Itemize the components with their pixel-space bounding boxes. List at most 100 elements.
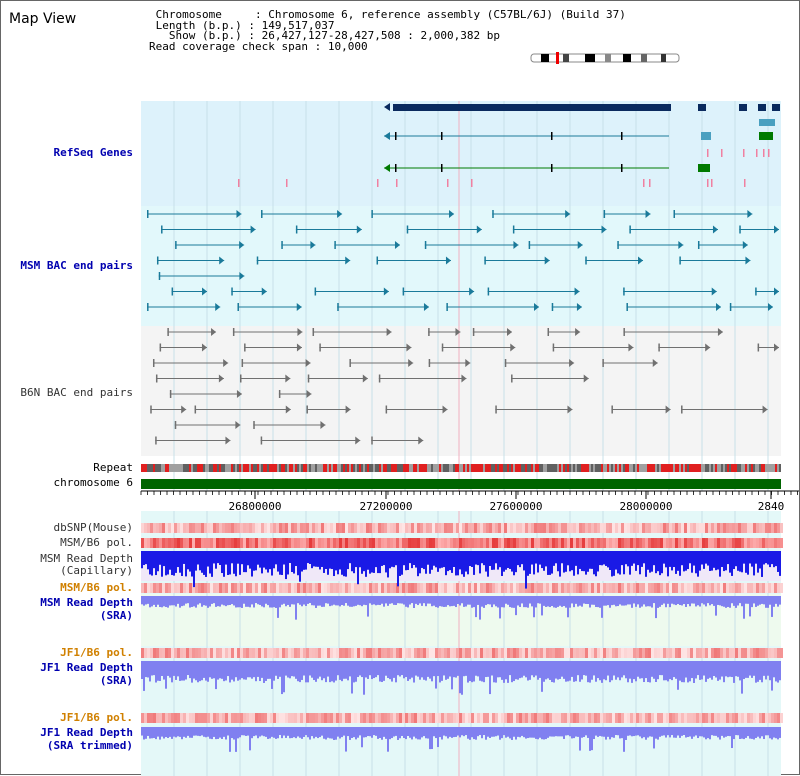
msm-b6-pol-density: [390, 538, 393, 548]
jf1-sra-depth-bar: [443, 661, 445, 676]
jf1-trimmed-depth-bar: [173, 727, 175, 737]
msm-b6-pol-density: [582, 583, 585, 593]
jf1-sra-depth-bar: [605, 661, 607, 681]
repeat-mark: [457, 464, 459, 472]
msm-sra-depth-bar: [397, 596, 399, 604]
msm-b6-pol-density: [411, 583, 414, 593]
repeat-mark: [195, 464, 197, 472]
repeat-mark: [199, 464, 201, 472]
msm-bac-pair-end: [261, 210, 263, 218]
snp-mark: [707, 149, 709, 157]
jf1-b6-pol-density: [189, 648, 192, 658]
repeat-mark: [657, 464, 659, 472]
jf1-trimmed-depth-bar: [749, 727, 751, 739]
msm-b6-pol-density: [741, 583, 744, 593]
jf1-trimmed-depth-bar: [541, 727, 543, 740]
jf1-sra-depth-bar: [721, 661, 723, 677]
msm-b6-pol-density: [759, 538, 762, 548]
jf1-sra-depth-bar: [389, 661, 391, 680]
msm-sra-depth-bar: [435, 596, 437, 608]
msm-b6-pol-density: [426, 583, 429, 593]
jf1-sra-depth-bar: [633, 661, 635, 680]
repeat-mark: [683, 464, 685, 472]
jf1-read-depth-trimmed-label[interactable]: JF1 Read Depth: [40, 726, 133, 739]
jf1-sra-depth-bar: [573, 661, 575, 682]
jf1-b6-pol-density: [426, 713, 429, 723]
msm-b6-pol-density: [744, 583, 747, 593]
dbsnp-density: [579, 523, 582, 533]
msm-bac-end-pairs-label[interactable]: MSM BAC end pairs: [20, 259, 133, 272]
jf1-b6-pol-density: [618, 648, 621, 658]
msm-b6-pol-density: [456, 583, 459, 593]
msm-b6-pol-density: [204, 583, 207, 593]
msm-b6-pol-label-1[interactable]: MSM/B6 pol.: [60, 536, 133, 549]
jf1-b6-pol-density: [168, 648, 171, 658]
jf1-sra-depth-bar: [715, 661, 717, 678]
jf1-sra-depth-bar: [245, 661, 247, 680]
info-row-show: Show (b.p.) : 26,427,127-28,427,508 : 2,…: [168, 29, 501, 42]
msm-capillary-depth-bar: [715, 551, 717, 571]
jf1-b6-pol-label-1[interactable]: JF1/B6 pol.: [60, 646, 133, 659]
msm-capillary-depth-bar: [691, 551, 693, 573]
jf1-sra-depth-bar: [287, 661, 289, 678]
jf1-sra-depth-bar: [197, 661, 199, 683]
repeat-mark: [461, 464, 463, 472]
msm-read-depth-sra-label[interactable]: MSM Read Depth: [40, 596, 133, 609]
msm-sra-depth-bar: [597, 596, 599, 608]
msm-capillary-depth-bar: [355, 551, 357, 568]
jf1-b6-pol-density: [564, 713, 567, 723]
msm-capillary-depth-bar: [257, 551, 259, 565]
refseq-genes-label[interactable]: RefSeq Genes: [53, 146, 133, 159]
msm-b6-pol-label-2[interactable]: MSM/B6 pol.: [60, 581, 133, 594]
jf1-b6-pol-density: [678, 713, 681, 723]
msm-b6-pol-density: [159, 538, 162, 548]
msm-b6-pol-density: [777, 538, 780, 548]
msm-read-depth-capillary-label[interactable]: MSM Read Depth: [40, 552, 133, 565]
b6n-bac-pair-end: [312, 328, 315, 336]
jf1-b6-pol-density: [171, 713, 174, 723]
msm-capillary-depth-bar: [217, 551, 219, 564]
msm-sra-depth-bar: [639, 596, 641, 608]
dbsnp-density: [633, 523, 636, 533]
jf1-trimmed-depth-bar: [321, 727, 323, 736]
b6n-bac-end-pairs-label[interactable]: B6N BAC end pairs: [20, 386, 133, 399]
msm-bac-pair-end: [237, 303, 239, 311]
msm-sra-depth-bar: [529, 596, 531, 604]
repeat-mark: [431, 464, 433, 472]
b6n-bac-pair-end: [150, 405, 152, 414]
dbsnp-label[interactable]: dbSNP(Mouse): [53, 521, 133, 534]
msm-capillary-depth-bar: [763, 551, 765, 565]
b6n-bac-pair-end: [681, 405, 683, 414]
jf1-sra-depth-bar: [629, 661, 631, 679]
ideogram-band: [641, 54, 647, 62]
msm-b6-pol-density: [423, 538, 426, 548]
msm-sra-depth-bar: [481, 596, 483, 607]
msm-capillary-depth-bar: [459, 551, 461, 570]
jf1-trimmed-depth-bar: [305, 727, 307, 736]
msm-capillary-depth-bar: [603, 551, 605, 565]
msm-b6-pol-density: [534, 538, 537, 548]
dbsnp-density: [264, 523, 267, 533]
jf1-read-depth-sra-label[interactable]: JF1 Read Depth: [40, 661, 133, 674]
jf1-sra-depth-bar: [303, 661, 305, 676]
msm-bac-pair-end: [281, 241, 283, 249]
msm-capillary-depth-bar: [627, 551, 629, 567]
msm-capillary-depth-bar: [301, 551, 303, 572]
jf1-sra-depth-bar: [373, 661, 375, 679]
repeat-mark: [163, 464, 165, 472]
msm-sra-depth-bar: [587, 596, 589, 605]
msm-capillary-depth-bar: [275, 551, 277, 565]
jf1-trimmed-depth-bar: [181, 727, 183, 740]
jf1-trimmed-depth-bar: [531, 727, 533, 738]
b6n-bac-pair-end: [428, 328, 430, 336]
jf1-b6-pol-density: [567, 648, 570, 658]
jf1-trimmed-depth-bar: [567, 727, 569, 736]
jf1-sra-depth-bar: [483, 661, 485, 683]
jf1-sra-depth-bar: [461, 661, 463, 695]
jf1-b6-pol-density: [441, 713, 444, 723]
jf1-b6-pol-label-2[interactable]: JF1/B6 pol.: [60, 711, 133, 724]
jf1-sra-depth-bar: [189, 661, 191, 679]
jf1-b6-pol-density: [282, 648, 285, 658]
msm-sra-depth-bar: [487, 596, 489, 605]
